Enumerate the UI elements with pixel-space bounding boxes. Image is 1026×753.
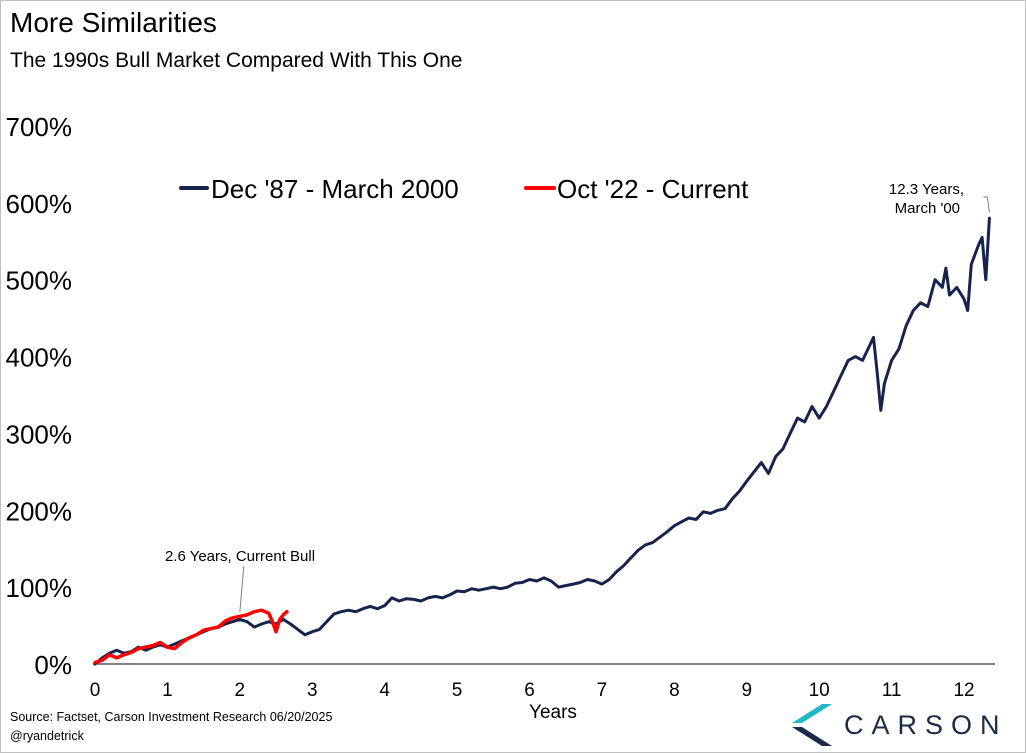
chart-title: More Similarities — [10, 7, 217, 38]
annotation-leader-current-bull — [239, 565, 245, 612]
carson-logo: CARSON — [786, 702, 1011, 748]
x-tick-label: 5 — [452, 680, 463, 701]
legend: Dec '87 - March 2000 Oct '22 - Current — [179, 174, 749, 204]
x-tick-label: 7 — [597, 680, 608, 701]
source-note: Source: Factset, Carson Investment Resea… — [10, 710, 333, 724]
y-tick-label: 300% — [6, 419, 73, 449]
carson-chevron-logo-icon — [792, 704, 832, 746]
x-tick-label: 10 — [809, 680, 830, 701]
x-tick-label: 8 — [669, 680, 680, 701]
y-tick-label: 400% — [6, 343, 73, 373]
annotation-leader-march-00 — [983, 196, 990, 213]
brand-name: CARSON — [844, 710, 1008, 740]
legend-label-current: Oct '22 - Current — [557, 174, 749, 204]
x-tick-label: 4 — [379, 680, 390, 701]
author-handle: @ryandetrick — [10, 729, 84, 743]
y-axis-tick-labels: 0% 100% 200% 300% 400% 500% 600% 700% — [6, 112, 73, 680]
y-tick-label: 0% — [34, 650, 72, 680]
y-tick-label: 100% — [6, 573, 73, 603]
legend-label-1990s: Dec '87 - March 2000 — [211, 174, 459, 204]
annotation-march-00-line-2: March '00 — [895, 200, 960, 217]
series-lines — [93, 216, 991, 666]
annotation-current-bull: 2.6 Years, Current Bull — [165, 548, 315, 565]
y-tick-label: 600% — [6, 189, 73, 219]
chart-subtitle: The 1990s Bull Market Compared With This… — [10, 49, 463, 72]
series-line-1990s — [93, 216, 991, 666]
y-tick-label: 700% — [6, 112, 73, 142]
x-tick-label: 6 — [524, 680, 535, 701]
y-tick-label: 500% — [6, 266, 73, 296]
x-tick-label: 12 — [953, 680, 974, 701]
x-tick-label: 11 — [882, 680, 902, 701]
x-tick-label: 1 — [162, 680, 173, 701]
x-tick-label: 9 — [741, 680, 752, 701]
annotation-march-00-line-1: 12.3 Years, — [889, 181, 964, 198]
x-tick-label: 0 — [90, 680, 101, 701]
y-tick-label: 200% — [6, 496, 73, 526]
x-tick-label: 2 — [235, 680, 246, 701]
series-line-current — [93, 608, 289, 665]
x-axis-label: Years — [529, 702, 577, 723]
x-axis-tick-labels: 0 1 2 3 4 5 6 7 8 9 10 11 12 — [90, 680, 975, 701]
annotations: 2.6 Years, Current Bull 12.3 Years, Marc… — [165, 181, 990, 612]
x-tick-label: 3 — [307, 680, 318, 701]
